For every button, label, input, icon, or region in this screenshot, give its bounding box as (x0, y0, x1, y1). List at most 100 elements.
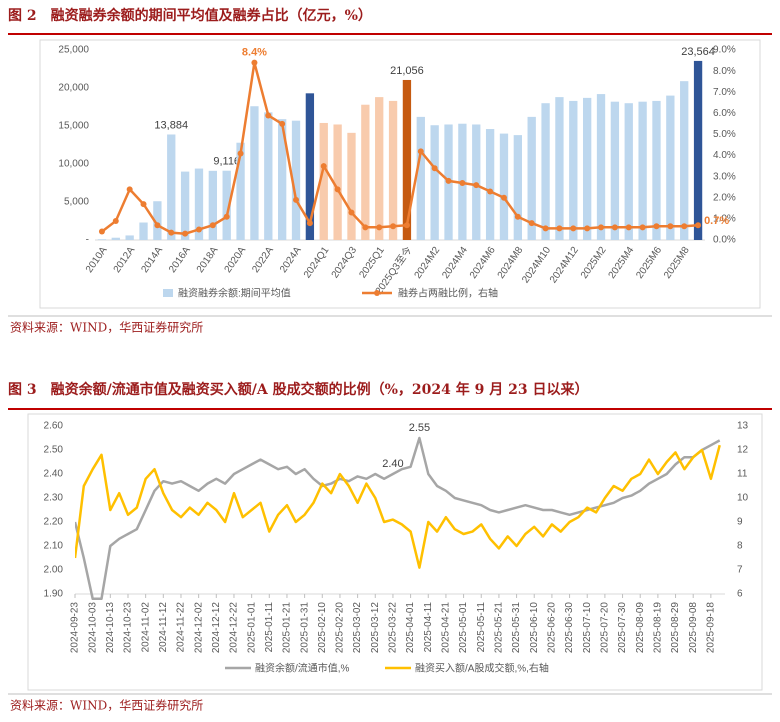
line-marker (667, 223, 674, 230)
legend-label: 融资余额/流通市值,% (255, 662, 350, 675)
y-tick-label: 20,000 (58, 83, 89, 94)
x-tick-label: 2024-10-13 (105, 602, 116, 654)
y2-tick-label: 5.0% (713, 129, 736, 140)
line-marker (681, 223, 688, 230)
y2-tick-label: 2.0% (713, 192, 736, 203)
line-marker (293, 196, 300, 203)
line-marker (431, 165, 438, 172)
line-marker (279, 120, 286, 127)
line-marker (251, 59, 258, 66)
x-tick-label: 2025-06-20 (547, 602, 558, 654)
bar (693, 60, 703, 240)
bar (416, 116, 425, 240)
x-tick-label: 2025-01-01 (246, 602, 257, 654)
y2-tick-label: 10 (737, 493, 749, 504)
x-tick-label: 2025-05-31 (511, 602, 522, 654)
x-tick-label: 2025-08-29 (670, 602, 681, 654)
x-tick-label: 2025-07-30 (617, 602, 628, 654)
y-tick-label: 2.50 (44, 445, 64, 456)
x-tick-label: 2025-02-10 (317, 602, 328, 654)
y-tick-label: 2.00 (44, 565, 64, 576)
x-tick-label: 2024-10-23 (123, 602, 134, 654)
line-marker (556, 225, 563, 232)
y2-tick-label: 9 (737, 517, 743, 528)
line-marker (639, 224, 646, 231)
x-tick-label: 2024-09-23 (70, 602, 81, 654)
x-tick-label: 2010A (84, 245, 110, 275)
bar (499, 133, 509, 240)
bar (167, 134, 176, 240)
x-tick-label: 2025-06-30 (564, 602, 575, 654)
line (75, 436, 721, 600)
bar (291, 120, 301, 240)
y-tick-label: - (86, 235, 89, 246)
x-tick-label: 2016A (167, 245, 193, 275)
y2-tick-label: 7 (737, 565, 743, 576)
x-tick-label: 2024-11-02 (140, 602, 151, 653)
bar (319, 122, 328, 240)
x-tick-label: 2025-04-11 (423, 602, 434, 653)
x-tick-label: 2025Q1 (357, 245, 387, 281)
x-tick-label: 2024M4 (440, 245, 470, 281)
figure-title: 图 3 融资余额/流通市值及融资买入额/A 股成交额的比例（%，2024 年 9… (8, 381, 588, 398)
line-marker (376, 224, 383, 231)
line-marker (542, 225, 549, 232)
x-tick-label: 2024M8 (496, 245, 526, 281)
y-tick-label: 25,000 (58, 45, 89, 56)
bar (97, 239, 107, 240)
value-label: 13,884 (154, 119, 188, 131)
value-label: 23,564 (681, 46, 715, 58)
y-tick-label: 2.40 (44, 469, 64, 480)
x-tick-label: 2024Q3 (330, 245, 360, 281)
x-tick-label: 2025M4 (607, 245, 637, 281)
bar (680, 81, 689, 240)
x-tick-label: 2024Q1 (302, 245, 332, 281)
bar (125, 235, 134, 240)
line-marker (182, 230, 189, 237)
y2-tick-label: 12 (737, 445, 749, 456)
chart-frame (27, 413, 763, 691)
line-marker (223, 213, 230, 220)
x-tick-label: 2025-01-31 (299, 602, 310, 654)
line-marker (570, 225, 577, 232)
y-tick-label: 2.60 (44, 421, 64, 432)
line-marker (237, 150, 244, 157)
bar (388, 100, 398, 240)
legend-label: 融资买入额/A股成交额,%,右轴 (415, 662, 549, 675)
line-marker (306, 220, 313, 227)
y-tick-label: 10,000 (58, 159, 89, 170)
bar (555, 97, 564, 241)
y2-tick-label: 6 (737, 589, 743, 600)
bar (513, 135, 522, 240)
y-tick-label: 2.20 (44, 517, 64, 528)
y2-tick-label: 3.0% (713, 171, 736, 182)
bar (278, 119, 287, 240)
x-tick-label: 2024-12-02 (193, 602, 204, 654)
bar (236, 142, 245, 240)
line-marker (598, 224, 605, 231)
x-tick-label: 2024-11-12 (158, 602, 169, 653)
line-marker (320, 163, 327, 170)
x-tick-label: 2020A (223, 245, 249, 275)
y-tick-label: 5,000 (64, 197, 89, 208)
x-tick-label: 2025-07-20 (600, 602, 611, 654)
x-tick-label: 2024M6 (468, 245, 498, 281)
line-marker (334, 186, 341, 193)
bar (610, 101, 620, 241)
line-marker (695, 222, 702, 229)
x-tick-label: 2022A (250, 245, 276, 275)
x-tick-label: 2025-07-10 (582, 602, 593, 654)
y2-tick-label: 6.0% (713, 108, 736, 119)
x-tick-label: 2025-06-10 (529, 602, 540, 654)
y2-tick-label: 1.0% (713, 214, 736, 225)
line-marker (112, 218, 119, 224)
x-tick-label: 2025-03-02 (352, 602, 363, 654)
value-label: 2.55 (409, 422, 430, 434)
legend-marker (374, 290, 380, 296)
x-tick-label: 2018A (195, 245, 221, 275)
line-marker (209, 222, 216, 229)
line-marker (362, 224, 369, 231)
y2-tick-label: 8 (737, 541, 743, 552)
legend-label: 融资融券余额:期间平均值 (178, 287, 291, 300)
